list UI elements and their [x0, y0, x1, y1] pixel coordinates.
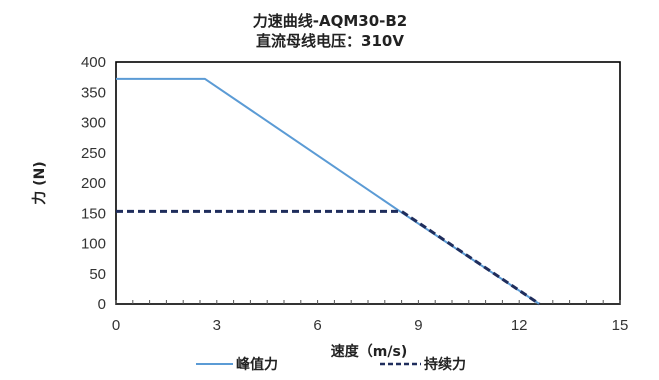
- legend-label-1: 峰值力: [236, 356, 278, 373]
- x-axis-label: 速度（m/s): [331, 343, 407, 360]
- legend-label-2: 持续力: [424, 356, 466, 373]
- x-tick-label: 0: [112, 317, 120, 334]
- chart-title: 力速曲线-AQM30-B2: [253, 12, 407, 30]
- y-tick-label: 150: [81, 205, 106, 222]
- y-tick-label: 50: [89, 266, 106, 283]
- plot-frame: [115, 61, 621, 305]
- legend: 峰值力 持续力: [196, 356, 466, 373]
- y-tick-label: 100: [81, 236, 106, 253]
- y-tick-label: 300: [81, 115, 106, 132]
- chart-subtitle: 直流母线电压：310V: [256, 32, 404, 50]
- y-tick-label: 400: [81, 54, 106, 71]
- series-line-2: [116, 209, 541, 306]
- plot-area: 0 50 100 150 200 250 300 350 400 0 3 6 9 12 15: [81, 54, 628, 334]
- y-tick-label: 250: [81, 145, 106, 162]
- y-tick-label: 200: [81, 175, 106, 192]
- x-tick-label: 15: [612, 317, 629, 334]
- x-tick-label: 6: [313, 317, 321, 334]
- y-tick-label: 0: [98, 296, 106, 313]
- x-tick-label: 3: [213, 317, 221, 334]
- y-axis-label: 力 (N): [31, 161, 48, 204]
- series-line-1: [116, 77, 540, 305]
- y-tick-label: 350: [81, 84, 106, 101]
- x-tick-label: 9: [414, 317, 422, 334]
- x-tick-label: 12: [511, 317, 528, 334]
